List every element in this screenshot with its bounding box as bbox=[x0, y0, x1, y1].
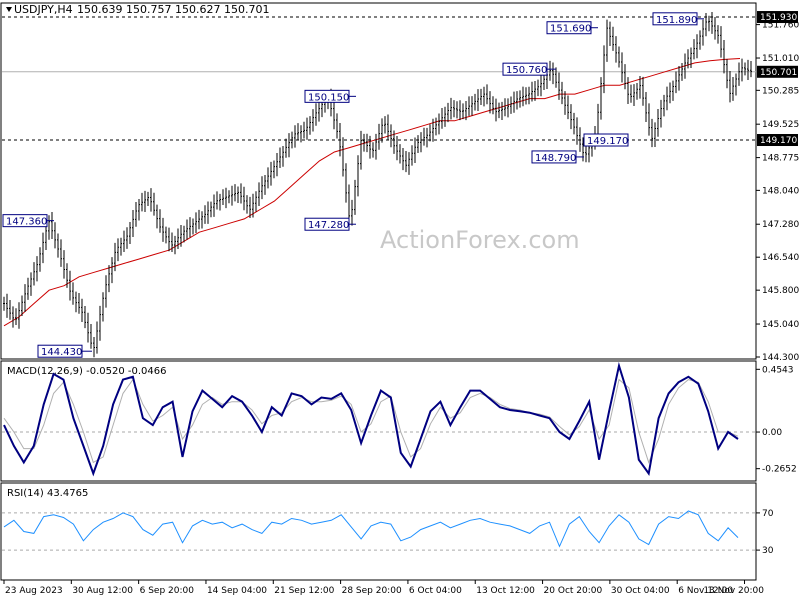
level-price-label: 150.701 bbox=[760, 68, 797, 78]
price-tick-label: 145.040 bbox=[762, 320, 799, 330]
macd-main-line bbox=[3, 361, 739, 477]
annotation-box bbox=[37, 344, 83, 358]
x-tick-label: 14 Sep 04:00 bbox=[207, 586, 267, 596]
annotation-label: 149.170 bbox=[587, 136, 628, 147]
price-tick-label: 145.800 bbox=[762, 286, 799, 296]
x-tick-label: 21 Sep 12:00 bbox=[274, 586, 334, 596]
time-x-axis: 23 Aug 2023 30 Aug 12:00 6 Sep 20:00 14 Sep… bbox=[3, 580, 764, 596]
price-annotations: 147.360 144.430 150.150 147.280 150.760 151.6… bbox=[2, 12, 704, 358]
level-price-box bbox=[757, 134, 798, 147]
annotation-label: 148.790 bbox=[535, 153, 576, 164]
macd-title: MACD(12,26,9) -0.0520 -0.0466 bbox=[7, 366, 167, 377]
price-tick-label: 151.760 bbox=[762, 21, 799, 31]
rsi-layer: 70 30 bbox=[2, 509, 774, 556]
annotation-label: 147.360 bbox=[6, 217, 47, 228]
price-tick-label: 151.010 bbox=[762, 54, 799, 64]
macd-layer: 0.4543 0.00 -0.2652 bbox=[2, 361, 797, 477]
moving-average-layer bbox=[3, 58, 741, 327]
annotation-box bbox=[304, 89, 350, 103]
level-price-box bbox=[757, 65, 798, 78]
watermark: ActionForex.com bbox=[380, 226, 580, 254]
annotation-box bbox=[2, 214, 48, 228]
price-tick-label: 146.540 bbox=[762, 253, 799, 263]
rsi-title: RSI(14) 43.4765 bbox=[7, 488, 88, 499]
annotation-box bbox=[304, 217, 350, 231]
x-tick-label: 6 Sep 20:00 bbox=[140, 586, 195, 596]
price-panel-frame bbox=[0, 2, 757, 360]
triangle-down-icon[interactable] bbox=[6, 7, 12, 12]
price-tick-label: 148.775 bbox=[762, 154, 799, 164]
level-price-box bbox=[757, 11, 798, 24]
annotation-box bbox=[546, 21, 592, 35]
annotation-label: 147.280 bbox=[308, 220, 349, 231]
annotation-box bbox=[583, 133, 629, 147]
price-tick-label: 147.280 bbox=[762, 220, 799, 230]
x-tick-label: 13 Oct 12:00 bbox=[476, 586, 535, 596]
x-tick-label: 13 Nov 20:00 bbox=[703, 586, 764, 596]
price-y-axis: 151.760 151.010 150.285 149.525 148.775 148.0… bbox=[756, 11, 799, 363]
moving-average-line bbox=[3, 58, 741, 327]
annotation-label: 150.760 bbox=[506, 65, 547, 76]
annotation-box bbox=[531, 150, 577, 164]
price-tick-label: 148.040 bbox=[762, 186, 799, 196]
annotation-box bbox=[502, 62, 548, 76]
level-price-label: 151.930 bbox=[760, 13, 797, 23]
price-levels bbox=[2, 16, 756, 141]
macd-tick-label: 0.00 bbox=[762, 428, 782, 438]
macd-tick-label: -0.2652 bbox=[762, 465, 797, 475]
annotation-label: 150.150 bbox=[308, 92, 349, 103]
rsi-tick-label: 30 bbox=[762, 546, 774, 556]
x-tick-label: 30 Aug 12:00 bbox=[72, 586, 133, 596]
price-tick-label: 149.525 bbox=[762, 120, 799, 130]
macd-signal-line bbox=[3, 378, 739, 464]
rsi-line bbox=[3, 510, 739, 548]
x-tick-label: 30 Oct 04:00 bbox=[611, 586, 670, 596]
annotation-box bbox=[652, 12, 698, 26]
x-tick-label: 6 Nov 12:00 bbox=[678, 586, 733, 596]
annotation-label: 144.430 bbox=[41, 347, 82, 358]
rsi-tick-label: 70 bbox=[762, 509, 774, 519]
level-price-label: 149.170 bbox=[760, 136, 797, 146]
annotation-label: 151.890 bbox=[656, 15, 697, 26]
price-tick-label: 150.285 bbox=[762, 86, 799, 96]
x-tick-label: 23 Aug 2023 bbox=[5, 586, 63, 596]
x-tick-label: 28 Sep 20:00 bbox=[342, 586, 402, 596]
price-tick-label: 144.300 bbox=[762, 353, 799, 363]
ohlc-readout: 150.639 150.757 150.627 150.701 bbox=[77, 3, 269, 16]
rsi-panel-frame bbox=[0, 482, 757, 581]
macd-panel-frame bbox=[0, 360, 757, 482]
x-tick-label: 6 Oct 04:00 bbox=[409, 586, 462, 596]
symbol-title: USDJPY,H4 bbox=[14, 3, 73, 16]
macd-tick-label: 0.4543 bbox=[762, 365, 794, 375]
annotation-label: 151.690 bbox=[550, 24, 591, 35]
x-tick-label: 20 Oct 20:00 bbox=[544, 586, 603, 596]
price-bars-layer bbox=[3, 12, 752, 358]
